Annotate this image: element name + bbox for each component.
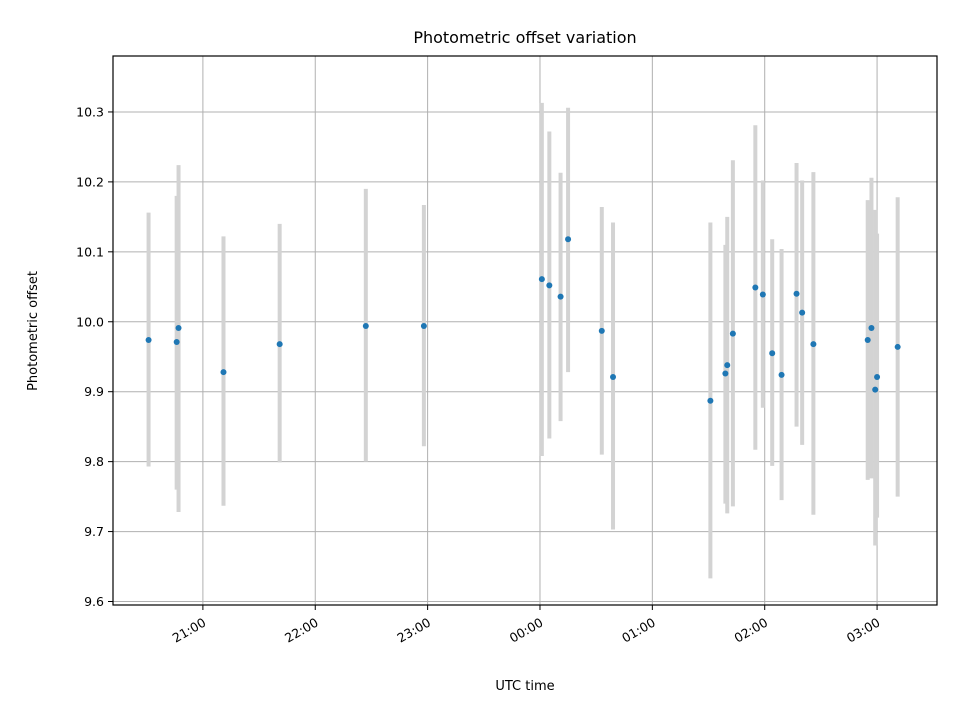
data-point	[565, 236, 572, 243]
data-point	[276, 341, 283, 348]
data-point	[722, 370, 729, 377]
data-point	[894, 343, 901, 350]
data-point	[145, 336, 152, 343]
data-point	[707, 397, 714, 404]
y-axis-ticks: 9.6 9.7 9.8 9.9 10.0 10.1 10.2 10.3	[76, 104, 113, 609]
data-point	[759, 291, 766, 298]
y-tick-label: 10.0	[76, 314, 104, 329]
data-point	[538, 276, 545, 283]
data-point	[793, 290, 800, 297]
data-point	[752, 284, 759, 291]
data-point	[868, 325, 875, 332]
y-tick-label: 9.6	[84, 594, 104, 609]
x-axis-label: UTC time	[495, 679, 554, 694]
data-point	[546, 282, 553, 289]
y-tick-label: 10.1	[76, 244, 104, 259]
data-point	[799, 309, 806, 316]
y-tick-label: 9.9	[84, 384, 104, 399]
y-tick-label: 10.2	[76, 174, 104, 189]
y-axis-label: Photometric offset	[26, 271, 41, 391]
data-point	[420, 322, 427, 329]
data-point	[769, 350, 776, 357]
data-point	[175, 325, 182, 332]
data-point	[724, 362, 731, 369]
data-point	[810, 341, 817, 348]
data-point	[610, 374, 617, 381]
data-point	[598, 327, 605, 334]
data-point	[220, 369, 227, 376]
data-point	[874, 374, 881, 381]
data-point	[872, 386, 879, 393]
y-tick-label: 10.3	[76, 104, 104, 119]
data-points	[145, 236, 901, 404]
y-tick-label: 9.7	[84, 524, 104, 539]
y-tick-label: 9.8	[84, 454, 104, 469]
data-point	[864, 336, 871, 343]
plot-frame	[112, 55, 938, 606]
chart-title: Photometric offset variation	[413, 28, 636, 47]
data-point	[173, 339, 180, 346]
data-point	[729, 330, 736, 337]
data-point	[362, 322, 369, 329]
data-point	[778, 371, 785, 378]
data-point	[557, 293, 564, 300]
